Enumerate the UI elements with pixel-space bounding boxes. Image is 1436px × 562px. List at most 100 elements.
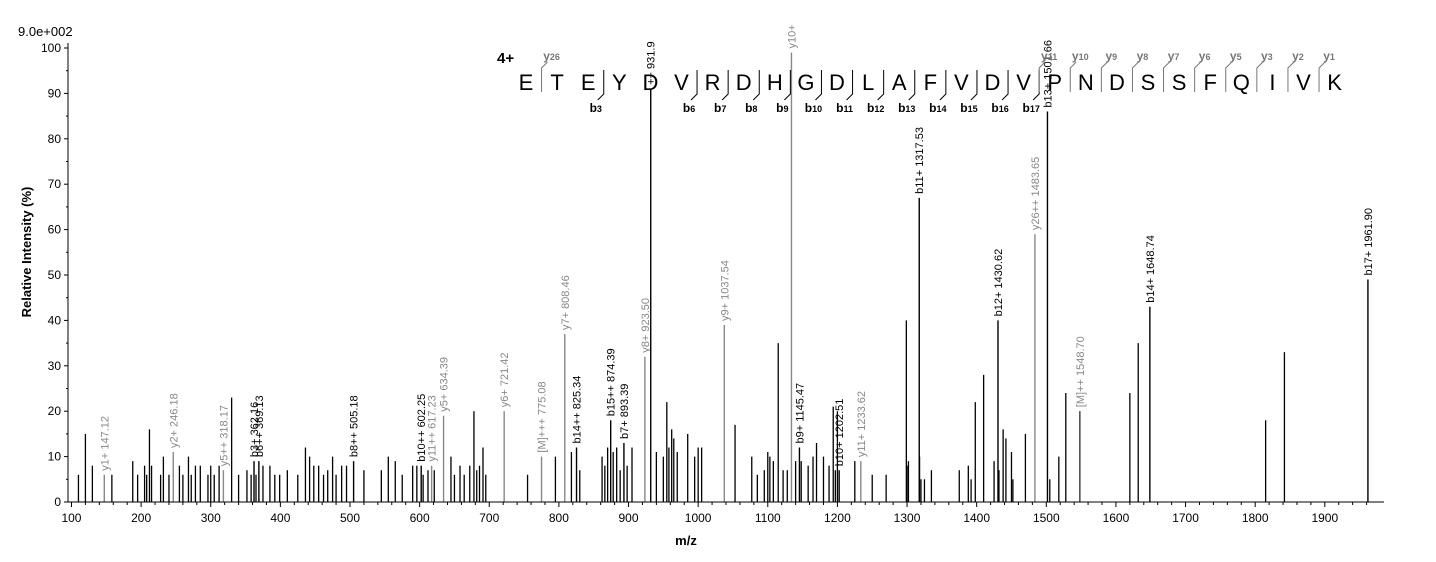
axes-layer: 0 10 20 30 40 50 60 70 80 90 100 100 200 300 400 500 600…: [41, 41, 1384, 525]
x-tick-label: 1300: [894, 511, 921, 525]
x-tick-label: 1600: [1103, 511, 1130, 525]
sequence-residue: P: [1047, 70, 1062, 95]
sequence-residue: Y: [612, 70, 627, 95]
y-ion-bracket: [1100, 61, 1108, 92]
b-ion-bracket: [752, 70, 760, 101]
b-ion-number: 13: [905, 104, 915, 114]
sequence-residue: V: [1016, 70, 1031, 95]
peak-label: y11+ 1233.62: [856, 391, 868, 457]
y-ion-bracket: [1287, 61, 1295, 92]
sequence-residue: I: [1269, 70, 1275, 95]
y-ion-number: 6: [1205, 52, 1210, 62]
b-ion-label: b17: [1022, 101, 1039, 115]
b-ion-bracket: [939, 70, 947, 101]
y-tick-label: 90: [48, 86, 62, 100]
b-ion-bracket: [877, 70, 885, 101]
b-ion-bracket: [846, 70, 854, 101]
b-ion-number: 16: [999, 104, 1009, 114]
y-ion-bracket: [1318, 61, 1326, 92]
peak-label: ++ 931.9: [646, 41, 658, 84]
y-ion-bracket: [1194, 61, 1202, 92]
b-ion-number: 9: [784, 104, 789, 114]
x-tick-label: 400: [270, 511, 290, 525]
b-ion-bracket: [597, 70, 605, 101]
sequence-residue: E: [519, 70, 534, 95]
sequence-annotation: 4+E T E Y D V R D H G D L A F V D V P N D S S F Q I V Kb3 b6 b7 b8 b9 b…: [497, 49, 1342, 115]
sequence-residue: T: [550, 70, 563, 95]
y-ion-bracket: [1038, 61, 1046, 92]
peak-label: y2+ 246.18: [168, 393, 180, 448]
sequence-residue: A: [892, 70, 907, 95]
sequence-residue: D: [642, 70, 658, 95]
y-tick-label: 0: [54, 495, 61, 509]
y-ion-label: y1: [1323, 49, 1335, 63]
y-tick-label: 100: [41, 41, 61, 55]
peak-label: b11+ 1317.53: [914, 127, 926, 194]
peak-label: b9+ 1145.47: [794, 383, 806, 444]
peak-label: b12+ 1430.62: [993, 249, 1005, 317]
y-ion-label: y2: [1292, 49, 1304, 63]
x-tick-label: 800: [549, 511, 569, 525]
b-ion-bracket: [970, 70, 978, 101]
y-tick-label: 80: [48, 132, 62, 146]
sequence-residue: L: [862, 70, 874, 95]
b-ion-label: b12: [867, 101, 884, 115]
peak-label: b14++ 825.34: [572, 376, 584, 444]
y-ion-label: y26: [543, 49, 560, 63]
y-ion-label: y9: [1105, 49, 1117, 63]
b-ion-bracket: [690, 70, 698, 101]
x-tick-label: 1100: [755, 511, 781, 525]
b-ion-label: b10: [805, 101, 822, 115]
peak-label: y9+ 1037.54: [719, 260, 731, 321]
b-ion-number: 7: [721, 104, 726, 114]
b-ion-label: b15: [960, 101, 977, 115]
sequence-residue: S: [1172, 70, 1187, 95]
b-ion-number: 11: [843, 104, 853, 114]
y-ion-bracket: [1131, 61, 1139, 92]
b-ion-bracket: [908, 70, 916, 101]
y-ion-number: 11: [1048, 52, 1058, 62]
sequence-residue: G: [797, 70, 814, 95]
b-ion-bracket: [721, 70, 729, 101]
peak-label: y26++ 1483.65: [1030, 157, 1042, 230]
b-ion-label: b11: [836, 101, 853, 115]
sequence-residue: V: [1296, 70, 1311, 95]
sequence-residue: S: [1141, 70, 1156, 95]
y-ion-number: 3: [1268, 52, 1273, 62]
x-tick-label: 200: [131, 511, 151, 525]
y-ion-label: y11: [1041, 49, 1057, 63]
y-ion-number: 7: [1174, 52, 1179, 62]
peak-label: y8+ 923.50: [640, 298, 652, 353]
y-tick-label: 20: [48, 404, 62, 418]
b-ion-number: 6: [690, 104, 695, 114]
peak-label: [M]+++ 775.08: [537, 381, 549, 452]
b-ion-label: b13: [898, 101, 915, 115]
peak-label: [M]++ 1548.70: [1075, 336, 1087, 407]
y-ion-bracket: [1163, 61, 1170, 92]
y-ion-label: y7: [1168, 49, 1180, 63]
y-ion-bracket: [1225, 61, 1233, 92]
sequence-residue: K: [1327, 70, 1342, 95]
sequence-residue: E: [581, 70, 596, 95]
peak-label: y5+ 634.39: [439, 357, 451, 412]
x-tick-label: 500: [340, 511, 360, 525]
sequence-residue: F: [924, 70, 937, 95]
b-ion-bracket: [783, 70, 791, 101]
y-ion-number: 1: [1330, 52, 1335, 62]
x-tick-label: 100: [61, 511, 81, 525]
y-ion-label: y6: [1199, 49, 1211, 63]
y-tick-label: 60: [48, 223, 62, 237]
x-tick-label: 700: [479, 511, 499, 525]
charge-state: 4+: [497, 50, 514, 67]
peak-label: y6+ 721.42: [499, 352, 511, 407]
y-ion-number: 9: [1112, 52, 1117, 62]
sequence-residue: F: [1203, 70, 1216, 95]
peak-label: y11++ 617.23: [427, 395, 439, 461]
y-tick-label: 40: [48, 313, 62, 327]
b-ion-label: b6: [683, 101, 695, 115]
x-axis-title: m/z: [675, 533, 697, 548]
x-tick-label: 600: [410, 511, 430, 525]
y-axis-title: Relative Intensity (%): [19, 187, 34, 318]
b-ion-label: b3: [590, 101, 602, 115]
